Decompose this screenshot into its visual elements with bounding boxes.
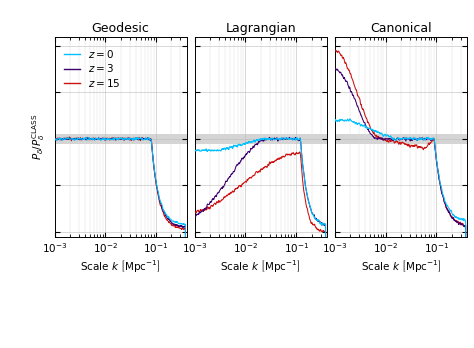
X-axis label: Scale $k$ $\left[\mathrm{Mpc}^{-1}\right]$: Scale $k$ $\left[\mathrm{Mpc}^{-1}\right… bbox=[220, 258, 301, 274]
Title: Lagrangian: Lagrangian bbox=[226, 22, 296, 35]
X-axis label: Scale $k$ $\left[\mathrm{Mpc}^{-1}\right]$: Scale $k$ $\left[\mathrm{Mpc}^{-1}\right… bbox=[81, 258, 161, 274]
Title: Canonical: Canonical bbox=[370, 22, 432, 35]
Title: Geodesic: Geodesic bbox=[91, 22, 149, 35]
X-axis label: Scale $k$ $\left[\mathrm{Mpc}^{-1}\right]$: Scale $k$ $\left[\mathrm{Mpc}^{-1}\right… bbox=[361, 258, 441, 274]
Bar bbox=[195, 134, 327, 144]
Legend: $z = 0$, $z = 3$, $z = 15$: $z = 0$, $z = 3$, $z = 15$ bbox=[63, 46, 123, 91]
Bar bbox=[335, 134, 467, 144]
Y-axis label: $P_\delta / P_\delta^\mathrm{CLASS}$: $P_\delta / P_\delta^\mathrm{CLASS}$ bbox=[30, 113, 47, 160]
Bar bbox=[55, 134, 187, 144]
